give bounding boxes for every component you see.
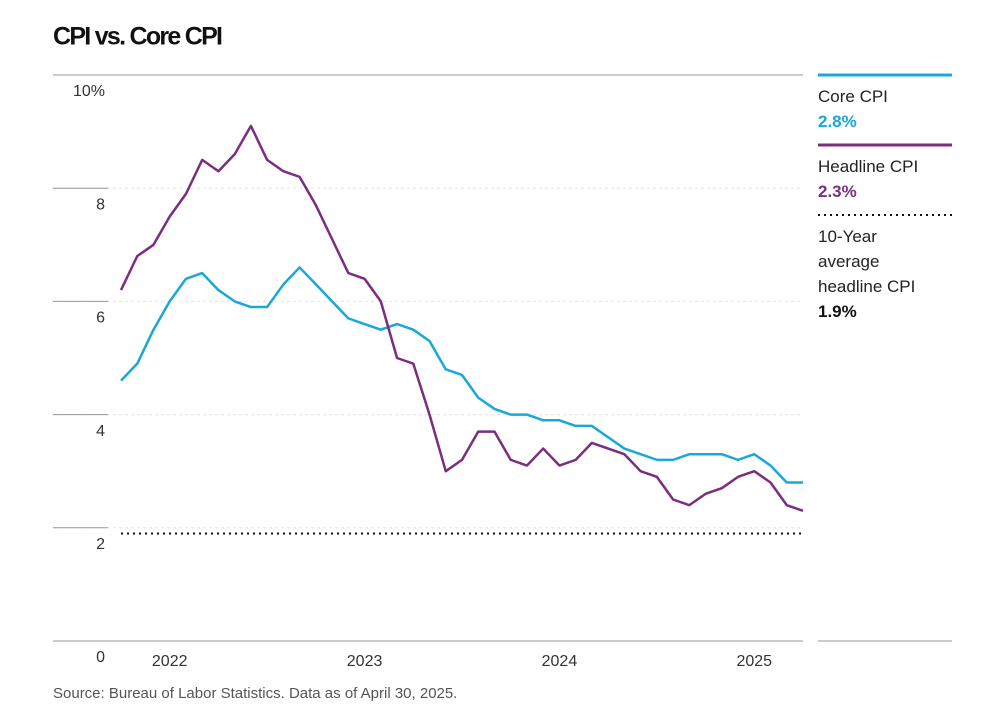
legend-value: 1.9% xyxy=(818,302,857,321)
y-tick-label: 2 xyxy=(96,536,105,553)
legend-label: 10-Year average headline CPI xyxy=(818,227,916,296)
x-tick-label: 2022 xyxy=(152,653,188,670)
y-tick-label: 10% xyxy=(73,83,105,100)
source: Source: Bureau of Labor Statistics. Data… xyxy=(53,685,457,702)
x-tick-label: 2025 xyxy=(736,653,772,670)
series-line xyxy=(120,266,803,484)
y-tick-label: 6 xyxy=(96,310,105,327)
y-tick-label: 0 xyxy=(96,649,105,666)
legend-item: Core CPI 2.8% xyxy=(818,84,953,134)
chart-title: CPI vs. Core CPI xyxy=(53,23,223,51)
legend-label: Headline CPI xyxy=(818,157,919,176)
legend-item: 10-Year average headline CPI 1.9% xyxy=(818,224,943,324)
x-tick-label: 2024 xyxy=(542,653,578,670)
legend-value: 2.3% xyxy=(818,182,857,201)
legend-label: Core CPI xyxy=(818,87,888,106)
legend-item: Headline CPI 2.3% xyxy=(818,154,953,204)
y-tick-label: 8 xyxy=(96,196,105,213)
series-line xyxy=(119,124,804,513)
x-tick-label: 2023 xyxy=(347,653,383,670)
legend-value: 2.8% xyxy=(818,112,857,131)
y-tick-label: 4 xyxy=(96,423,105,440)
